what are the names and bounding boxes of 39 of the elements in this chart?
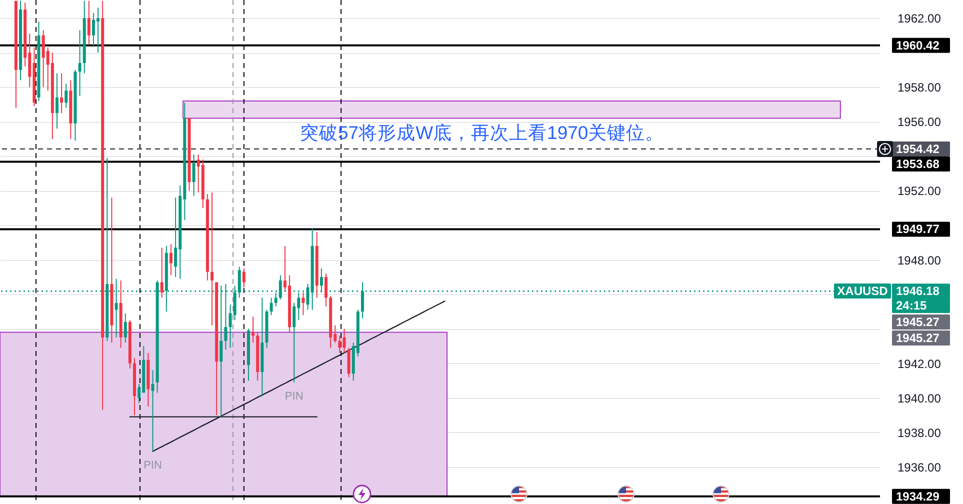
- ref-line-label: 1953.68: [896, 156, 940, 171]
- candlestick: [174, 197, 178, 278]
- candlestick: [169, 244, 172, 276]
- candlestick: [192, 154, 196, 196]
- y-tick-label: 1958.00: [898, 80, 942, 95]
- text: 1945.27: [896, 331, 940, 345]
- candlestick: [87, 0, 90, 45]
- y-tick-label: 1938.00: [898, 426, 942, 440]
- candlestick: [270, 297, 273, 316]
- annotation: PIN: [284, 390, 304, 402]
- candlestick: [324, 273, 328, 307]
- candlestick: [278, 274, 282, 300]
- text: 1945.27: [896, 315, 940, 329]
- ref-line-label: 1934.29: [896, 489, 940, 504]
- candlestick: [55, 72, 58, 130]
- ref-line-label: 1954.42: [896, 142, 940, 156]
- y-tick-label: 1936.00: [898, 460, 942, 474]
- text: 24:15: [896, 298, 928, 312]
- candlestick: [60, 72, 64, 114]
- candlestick: [78, 30, 82, 96]
- annotation: XAUUSD: [837, 284, 888, 298]
- annotation: 突破57将形成W底，再次上看1970关键位。: [300, 122, 664, 143]
- ref-line-label: 1946.18: [896, 284, 940, 298]
- y-tick-label: 1942.00: [898, 356, 942, 371]
- y-tick-label: 1940.00: [898, 391, 942, 406]
- candlestick: [124, 312, 127, 344]
- y-tick-label: 1952.00: [898, 184, 942, 198]
- candlestick: [302, 292, 305, 316]
- y-tick-label: 1948.00: [898, 253, 942, 268]
- candlestick: [64, 83, 68, 108]
- candlestick: [160, 247, 164, 298]
- ref-line-label: 1960.42: [896, 38, 940, 52]
- ref-line-label: 1949.77: [896, 222, 940, 236]
- y-tick-label: 1956.00: [898, 115, 942, 130]
- candlestick: [151, 370, 154, 452]
- annotation: PIN: [144, 459, 162, 472]
- y-tick-label: 1962.00: [898, 12, 942, 26]
- candlestick: [242, 268, 246, 288]
- candlestick: [210, 192, 214, 326]
